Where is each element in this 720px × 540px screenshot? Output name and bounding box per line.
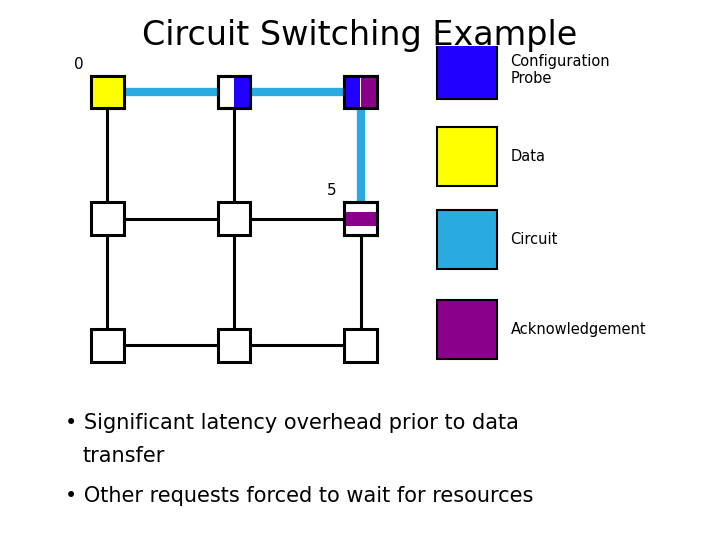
Bar — [91, 76, 124, 109]
Bar — [91, 202, 124, 235]
Text: 5: 5 — [327, 184, 337, 198]
Bar — [91, 76, 124, 109]
Bar — [436, 40, 497, 99]
Text: • Significant latency overhead prior to data: • Significant latency overhead prior to … — [65, 413, 518, 433]
Text: Circuit: Circuit — [510, 232, 558, 247]
Bar — [344, 76, 377, 109]
Text: Circuit Switching Example: Circuit Switching Example — [143, 19, 577, 52]
Bar — [344, 202, 377, 235]
Bar — [361, 76, 377, 109]
Text: 0: 0 — [73, 57, 84, 72]
Text: Acknowledgement: Acknowledgement — [510, 322, 646, 337]
Bar — [344, 202, 377, 235]
Bar — [217, 329, 251, 362]
Bar — [217, 76, 251, 109]
Bar — [436, 210, 497, 269]
Text: Data: Data — [510, 149, 546, 164]
Bar — [436, 300, 497, 359]
Bar — [436, 127, 497, 186]
Bar — [344, 212, 377, 226]
Bar — [344, 76, 361, 109]
Bar — [360, 76, 361, 109]
Text: • Other requests forced to wait for resources: • Other requests forced to wait for reso… — [65, 486, 534, 506]
Bar — [344, 329, 377, 362]
Bar — [217, 76, 251, 109]
Bar — [91, 329, 124, 362]
Text: Configuration
Probe: Configuration Probe — [510, 54, 610, 86]
Bar — [91, 76, 124, 109]
Bar — [234, 76, 251, 109]
Bar — [344, 76, 377, 109]
Bar — [217, 202, 251, 235]
Text: transfer: transfer — [83, 446, 165, 465]
